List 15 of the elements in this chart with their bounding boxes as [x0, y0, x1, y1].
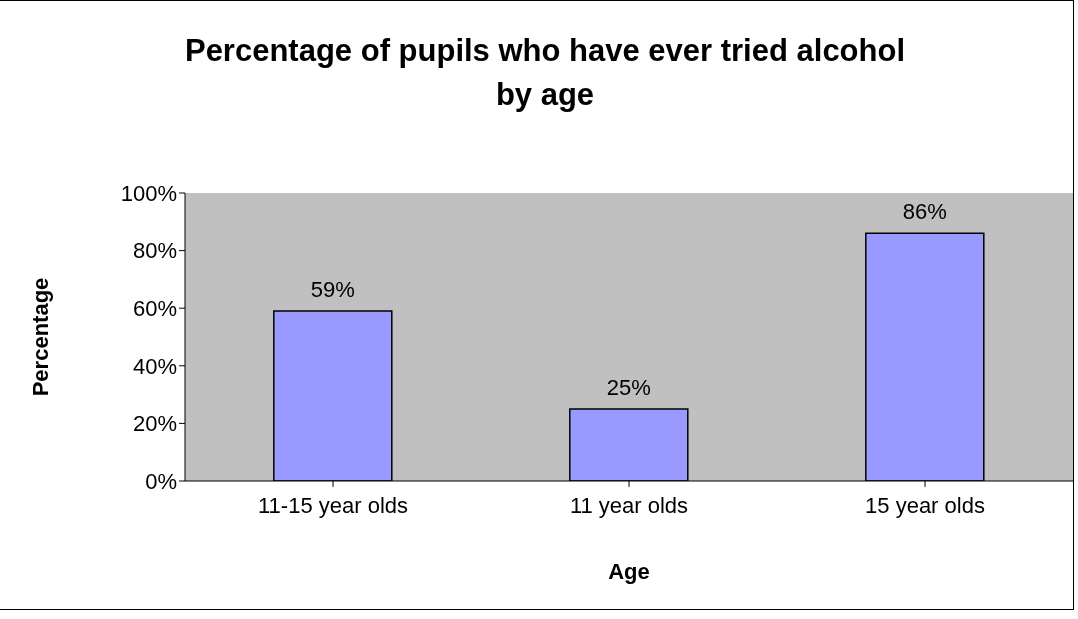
x-tick-label: 11 year olds	[569, 492, 689, 518]
y-tick-label: 60%	[132, 296, 177, 322]
y-tick-label: 80%	[132, 238, 177, 264]
y-axis-title: Percentage	[27, 277, 53, 397]
y-tick-label: 20%	[132, 411, 177, 437]
data-label: 59%	[310, 277, 355, 303]
chart-title: Percentage of pupils who have ever tried alcohol by age	[183, 32, 907, 114]
y-tick-label: 0%	[145, 468, 177, 494]
data-label: 25%	[606, 375, 651, 400]
data-label: 86%	[902, 199, 947, 225]
y-tick-label: 100%	[120, 180, 177, 206]
x-axis-title: Age	[608, 559, 650, 584]
x-tick-label: 15 year olds	[865, 492, 985, 518]
y-tick-label: 40%	[132, 353, 177, 379]
x-tick-label: 11-15 year olds	[257, 492, 409, 518]
